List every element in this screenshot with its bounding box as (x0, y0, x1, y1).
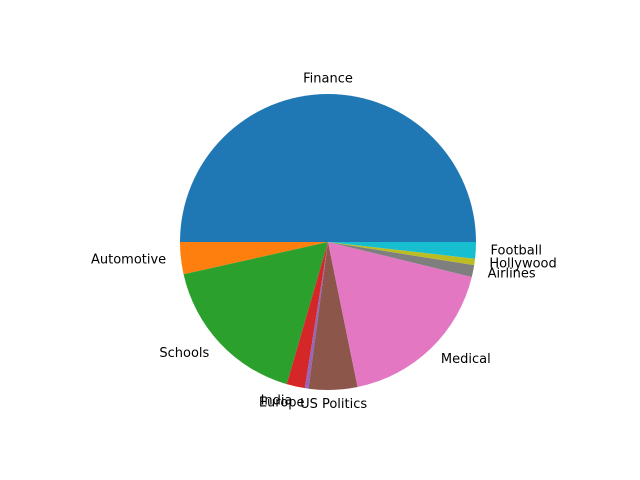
pie-label-india: India (261, 393, 293, 408)
pie-label-europe: Europe (259, 396, 305, 411)
pie-label-medical: Medical (441, 352, 491, 367)
pie-label-football: Football (491, 244, 542, 259)
pie-label-finance: Finance (303, 72, 353, 87)
pie-label-hollywood: Hollywood (489, 256, 556, 271)
pie-slice-airlines (328, 242, 475, 277)
pie-slice-europe (304, 242, 328, 389)
pie-slice-schools (183, 242, 328, 385)
pie-slice-hollywood (328, 242, 476, 266)
pie-slice-medical (328, 242, 472, 388)
pie-label-schools: Schools (159, 346, 209, 361)
pie-slice-finance (180, 94, 476, 242)
pie-slice-india (286, 242, 328, 389)
pie-slice-football (328, 242, 476, 259)
pie-label-automotive: Automotive (91, 252, 166, 267)
pie-label-us-politics: US Politics (300, 397, 367, 412)
pie-label-airlines: Airlines (488, 267, 536, 282)
pie-slice-us-politics (308, 242, 358, 390)
pie-slice-automotive (180, 242, 328, 275)
